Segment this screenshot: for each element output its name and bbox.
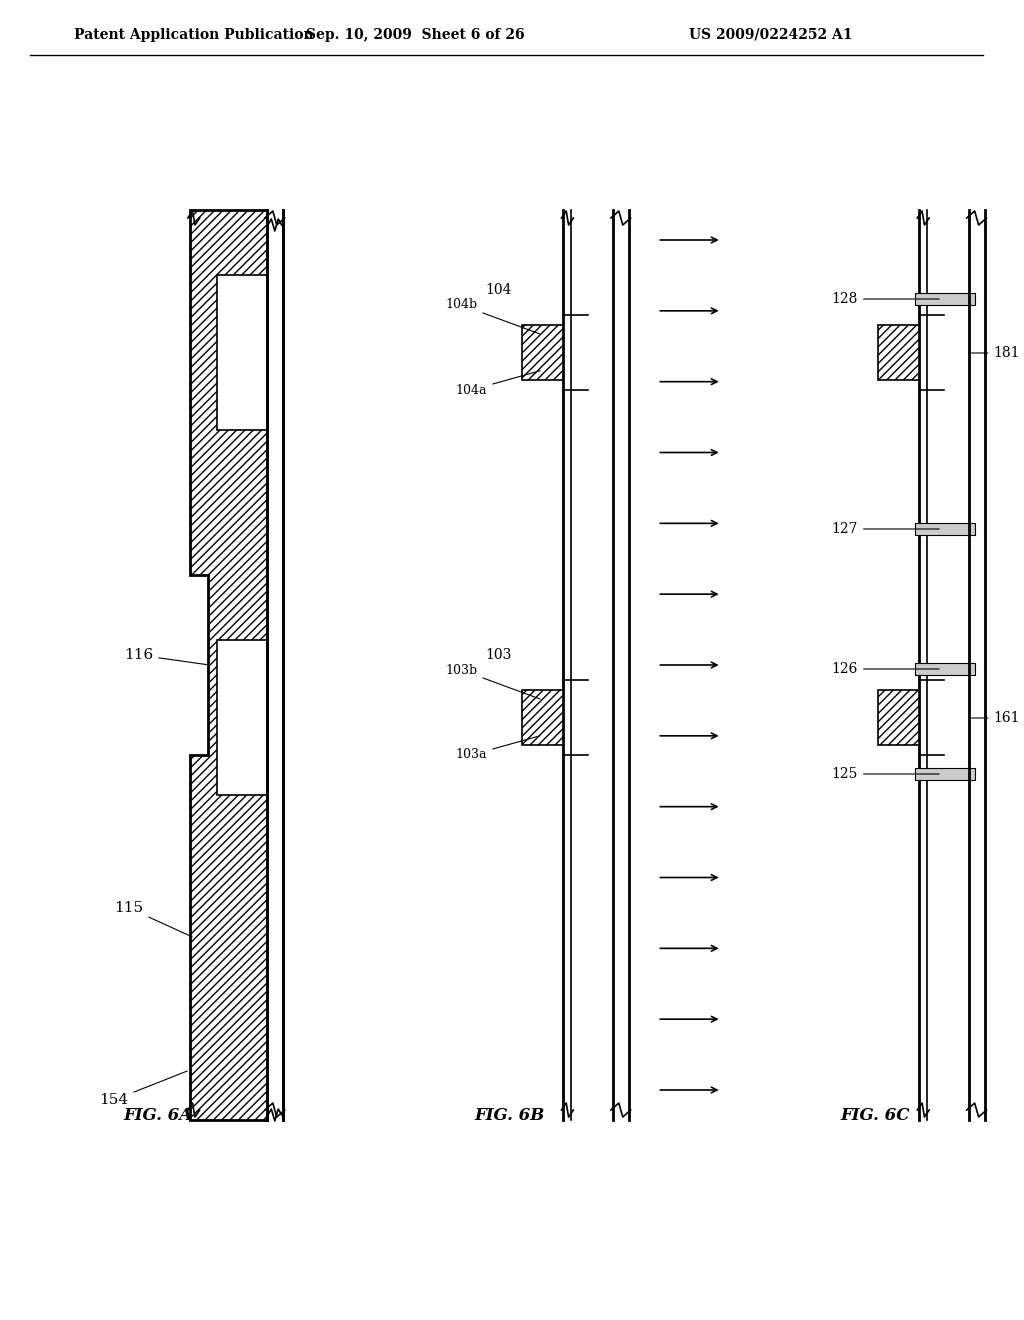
- Text: 126: 126: [831, 663, 939, 676]
- Text: 104b: 104b: [445, 298, 540, 334]
- Bar: [522, 690, 563, 744]
- Text: 128: 128: [831, 292, 939, 306]
- Text: Patent Application Publication: Patent Application Publication: [74, 28, 313, 42]
- Text: 103: 103: [485, 648, 512, 663]
- Bar: [878, 690, 920, 744]
- Bar: [915, 768, 975, 780]
- Text: US 2009/0224252 A1: US 2009/0224252 A1: [689, 28, 853, 42]
- Text: 104: 104: [485, 282, 512, 297]
- Text: 154: 154: [99, 1071, 187, 1107]
- Bar: [915, 523, 975, 535]
- Bar: [217, 275, 267, 430]
- Bar: [217, 640, 267, 795]
- Bar: [915, 293, 975, 305]
- Bar: [915, 663, 975, 675]
- Text: FIG. 6B: FIG. 6B: [474, 1106, 544, 1123]
- Text: 115: 115: [115, 902, 193, 937]
- Text: 127: 127: [831, 521, 939, 536]
- Text: 125: 125: [831, 767, 939, 781]
- Text: 103b: 103b: [445, 664, 540, 700]
- Text: 116: 116: [124, 648, 207, 664]
- Text: FIG. 6A: FIG. 6A: [124, 1106, 193, 1123]
- Bar: [878, 325, 920, 380]
- Text: 161: 161: [972, 711, 1020, 725]
- Polygon shape: [189, 210, 267, 1119]
- Text: 103a: 103a: [456, 735, 540, 762]
- Text: 181: 181: [972, 346, 1020, 360]
- Bar: [522, 325, 563, 380]
- Text: Sep. 10, 2009  Sheet 6 of 26: Sep. 10, 2009 Sheet 6 of 26: [306, 28, 524, 42]
- Text: FIG. 6C: FIG. 6C: [840, 1106, 909, 1123]
- Text: 104a: 104a: [456, 371, 540, 396]
